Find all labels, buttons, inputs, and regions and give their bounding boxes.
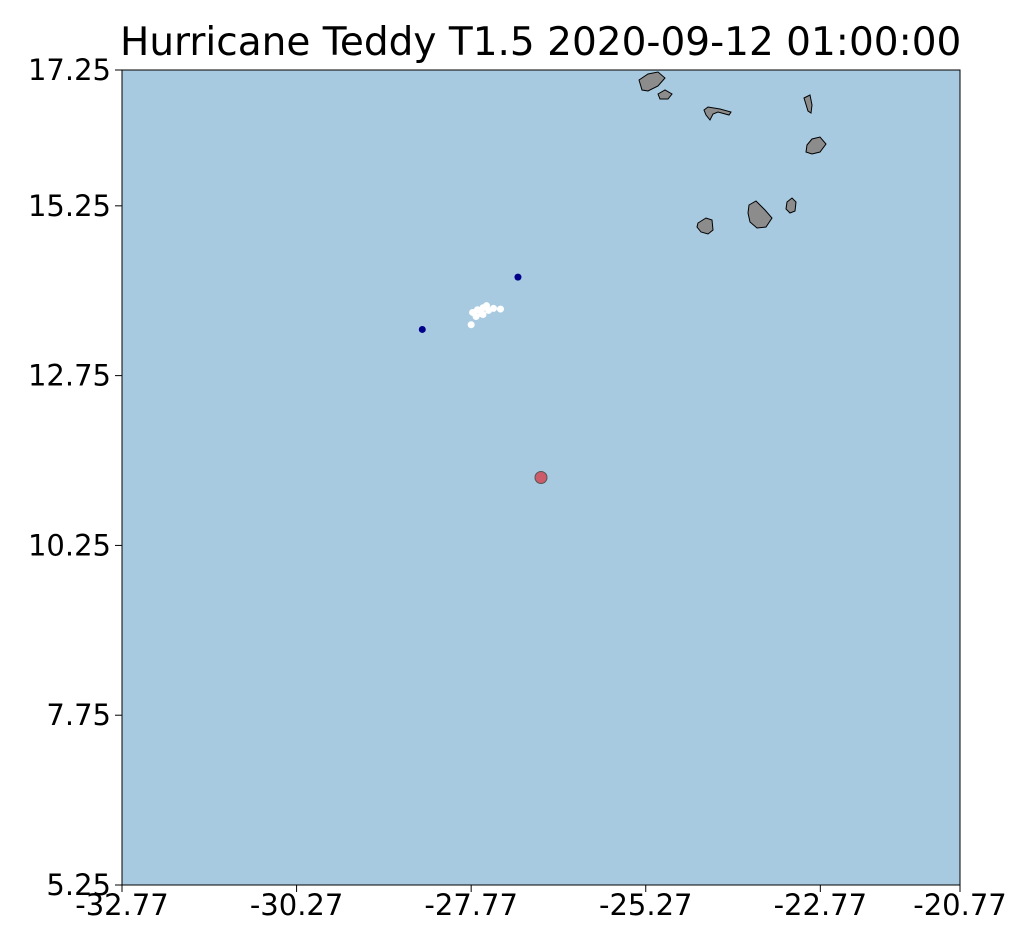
- y-tick-label: 15.25: [28, 189, 111, 223]
- x-tick-label: -20.77: [913, 888, 1007, 922]
- y-tick-label: 5.25: [46, 868, 111, 902]
- x-tick-label: -32.77: [75, 888, 169, 922]
- island-sao-nicolau: [703, 106, 732, 121]
- x-tick-label: -30.27: [250, 888, 344, 922]
- white-cluster-point: [467, 321, 475, 329]
- map-title: Hurricane Teddy T1.5 2020-09-12 01:00:00: [120, 20, 962, 65]
- white-cluster-point: [472, 313, 480, 321]
- x-tick-label: -25.27: [599, 888, 693, 922]
- storm-center-point: [534, 471, 548, 484]
- island-boa-vista: [805, 136, 827, 155]
- y-tick-label: 7.75: [46, 698, 111, 732]
- cape-verde-islands: [638, 71, 827, 235]
- y-tick-label: 12.75: [28, 359, 111, 393]
- island-maio: [785, 197, 797, 214]
- island-sal: [803, 94, 813, 114]
- storm-points: [418, 273, 548, 484]
- axis-ticks: -32.77 -30.27 -27.77 -25.27 -22.77 -20.77 17.2…: [28, 53, 1007, 922]
- white-cluster-point: [490, 304, 498, 312]
- white-cluster-point: [479, 311, 487, 318]
- island-santo-antao: [638, 71, 666, 92]
- x-tick-label: -22.77: [774, 888, 868, 922]
- dark-blue-point: [418, 325, 426, 333]
- white-cluster-point: [496, 305, 504, 313]
- y-tick-label: 17.25: [28, 53, 111, 87]
- island-sao-vicente: [657, 89, 673, 100]
- dark-blue-point: [514, 273, 522, 281]
- island-santiago: [747, 200, 773, 229]
- white-cluster-point: [483, 302, 491, 310]
- y-tick-label: 10.25: [28, 528, 111, 562]
- x-tick-label: -27.77: [424, 888, 518, 922]
- island-fogo: [696, 217, 714, 235]
